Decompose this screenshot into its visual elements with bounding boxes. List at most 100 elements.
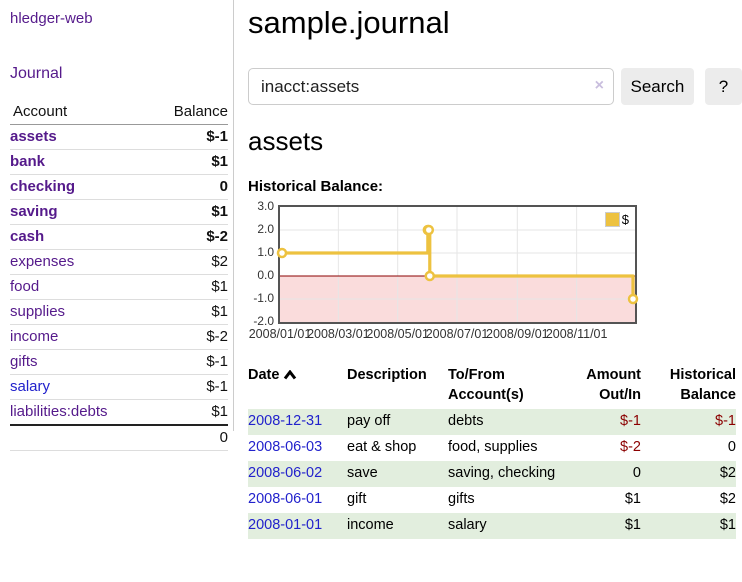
y-axis-tick-label: 0.0	[257, 268, 274, 282]
register-row: 2008-06-01 gift gifts $1 $2	[248, 487, 736, 513]
sidebar-item-journal[interactable]: Journal	[10, 65, 63, 82]
transaction-description: eat & shop	[347, 439, 417, 455]
account-balance: $-1	[150, 124, 228, 150]
account-row: saving $1	[10, 199, 228, 225]
app-brand-link[interactable]: hledger-web	[10, 10, 93, 27]
transaction-amount: $-1	[620, 413, 641, 429]
account-row: bank $1	[10, 149, 228, 175]
register-row: 2008-12-31 pay off debts $-1 $-1	[248, 409, 736, 435]
account-row: supplies $1	[10, 299, 228, 325]
account-row: expenses $2	[10, 249, 228, 275]
account-link-salary[interactable]: salary	[10, 378, 51, 395]
account-link-liabilities-debts[interactable]: liabilities:debts	[10, 403, 108, 420]
transaction-balance: $2	[719, 491, 736, 507]
transaction-date-link[interactable]: 2008-06-02	[248, 465, 323, 481]
account-row: liabilities:debts $1	[10, 399, 228, 426]
transaction-amount: 0	[632, 465, 641, 481]
transaction-amount: $1	[624, 517, 641, 533]
account-link-food[interactable]: food	[10, 278, 40, 295]
account-row: assets $-1	[10, 124, 228, 150]
account-balance: $1	[150, 149, 228, 175]
account-balance: $1	[150, 199, 228, 225]
account-link-gifts[interactable]: gifts	[10, 353, 38, 370]
transaction-accounts: food, supplies	[448, 439, 538, 455]
y-axis-tick-label: -1.0	[253, 291, 274, 305]
account-balance: 0	[150, 174, 228, 200]
account-link-cash[interactable]: cash	[10, 228, 45, 245]
account-link-assets[interactable]: assets	[10, 128, 57, 145]
search-bar: × Search ?	[248, 68, 742, 105]
transaction-description: pay off	[347, 413, 391, 429]
account-link-checking[interactable]: checking	[10, 178, 76, 195]
account-link-expenses[interactable]: expenses	[10, 253, 75, 270]
transaction-description: gift	[347, 491, 367, 507]
x-axis-tick-label: 2008/07/01	[425, 327, 489, 341]
register-header-accounts: To/From Account(s)	[448, 367, 524, 403]
sort-ascending-icon	[284, 369, 297, 380]
help-button[interactable]: ?	[704, 68, 742, 105]
account-balance: $-2	[150, 324, 228, 350]
x-axis-tick-label: 2008/09/01	[486, 327, 549, 341]
account-link-bank[interactable]: bank	[10, 153, 46, 170]
accounts-total-balance: 0	[150, 424, 228, 451]
transaction-balance: 0	[727, 439, 736, 455]
transaction-accounts: saving, checking	[448, 465, 556, 481]
transaction-balance: $1	[719, 517, 736, 533]
account-row: cash $-2	[10, 224, 228, 250]
transaction-date-link[interactable]: 2008-01-01	[248, 517, 323, 533]
account-row: checking 0	[10, 174, 228, 200]
account-link-saving[interactable]: saving	[10, 203, 58, 220]
search-input[interactable]	[248, 68, 614, 105]
register-header-description: Description	[347, 367, 427, 383]
y-axis-tick-label: 2.0	[257, 222, 274, 236]
accounts-header-account: Account	[10, 101, 151, 125]
y-axis-tick-label: 3.0	[257, 199, 274, 213]
account-balance: $2	[150, 249, 228, 275]
x-axis-tick-label: 2008/01/01	[248, 327, 312, 341]
account-row: salary $-1	[10, 374, 228, 400]
account-heading: assets	[248, 126, 324, 156]
search-button[interactable]: Search	[621, 68, 694, 105]
register-row: 2008-06-02 save saving, checking 0 $2	[248, 461, 736, 487]
register-header-row: Date Description To/From Account(s) Amou…	[248, 363, 736, 409]
sidebar: hledger-web Journal Account Balance asse…	[0, 0, 234, 451]
register-header-date-label: Date	[248, 367, 280, 383]
accounts-header-balance: Balance	[150, 101, 228, 125]
x-axis-tick-label: 2008/03/01	[307, 327, 370, 341]
legend-label: $	[621, 212, 629, 227]
account-balance: $1	[150, 299, 228, 325]
account-balance: $-2	[150, 224, 228, 250]
transaction-date-link[interactable]: 2008-06-03	[248, 439, 323, 455]
account-link-supplies[interactable]: supplies	[10, 303, 66, 320]
historical-balance-chart: $ 3.0 2.0 1.0 0.0 -1.0 -2.0 2008/01/01 2008/03/…	[248, 199, 742, 350]
transaction-date-link[interactable]: 2008-06-01	[248, 491, 323, 507]
accounts-total-row: 0	[10, 424, 228, 451]
transaction-description: save	[347, 465, 378, 481]
account-row: gifts $-1	[10, 349, 228, 375]
legend-swatch-icon	[604, 212, 620, 227]
transaction-amount: $-2	[620, 439, 641, 455]
accounts-table: Account Balance assets $-1 bank $1 check…	[10, 101, 228, 451]
transaction-accounts: gifts	[448, 491, 475, 507]
x-axis-tick-label: 2008/11/01	[545, 327, 608, 341]
main-content: sample.journal × Search ? assets Histori…	[248, 0, 742, 539]
search-input-wrapper: ×	[248, 68, 614, 105]
y-axis-tick-label: 1.0	[257, 245, 274, 259]
chart-legend: $	[604, 212, 629, 227]
transaction-description: income	[347, 517, 394, 533]
register-row: 2008-01-01 income salary $1 $1	[248, 513, 736, 539]
register-header-date[interactable]: Date	[248, 363, 347, 409]
chart-plot[interactable]: $	[276, 205, 639, 324]
x-axis-tick-label: 2008/05/01	[366, 327, 429, 341]
account-balance: $1	[150, 399, 228, 426]
transaction-accounts: salary	[448, 517, 487, 533]
register-table: Date Description To/From Account(s) Amou…	[248, 363, 736, 539]
account-link-income[interactable]: income	[10, 328, 59, 345]
transaction-amount: $1	[624, 491, 641, 507]
transaction-date-link[interactable]: 2008-12-31	[248, 413, 323, 429]
clear-search-icon[interactable]: ×	[594, 77, 604, 94]
accounts-table-header: Account Balance	[10, 101, 228, 125]
transaction-accounts: debts	[448, 413, 484, 429]
account-balance: $-1	[150, 349, 228, 375]
page-title: sample.journal	[248, 5, 450, 40]
